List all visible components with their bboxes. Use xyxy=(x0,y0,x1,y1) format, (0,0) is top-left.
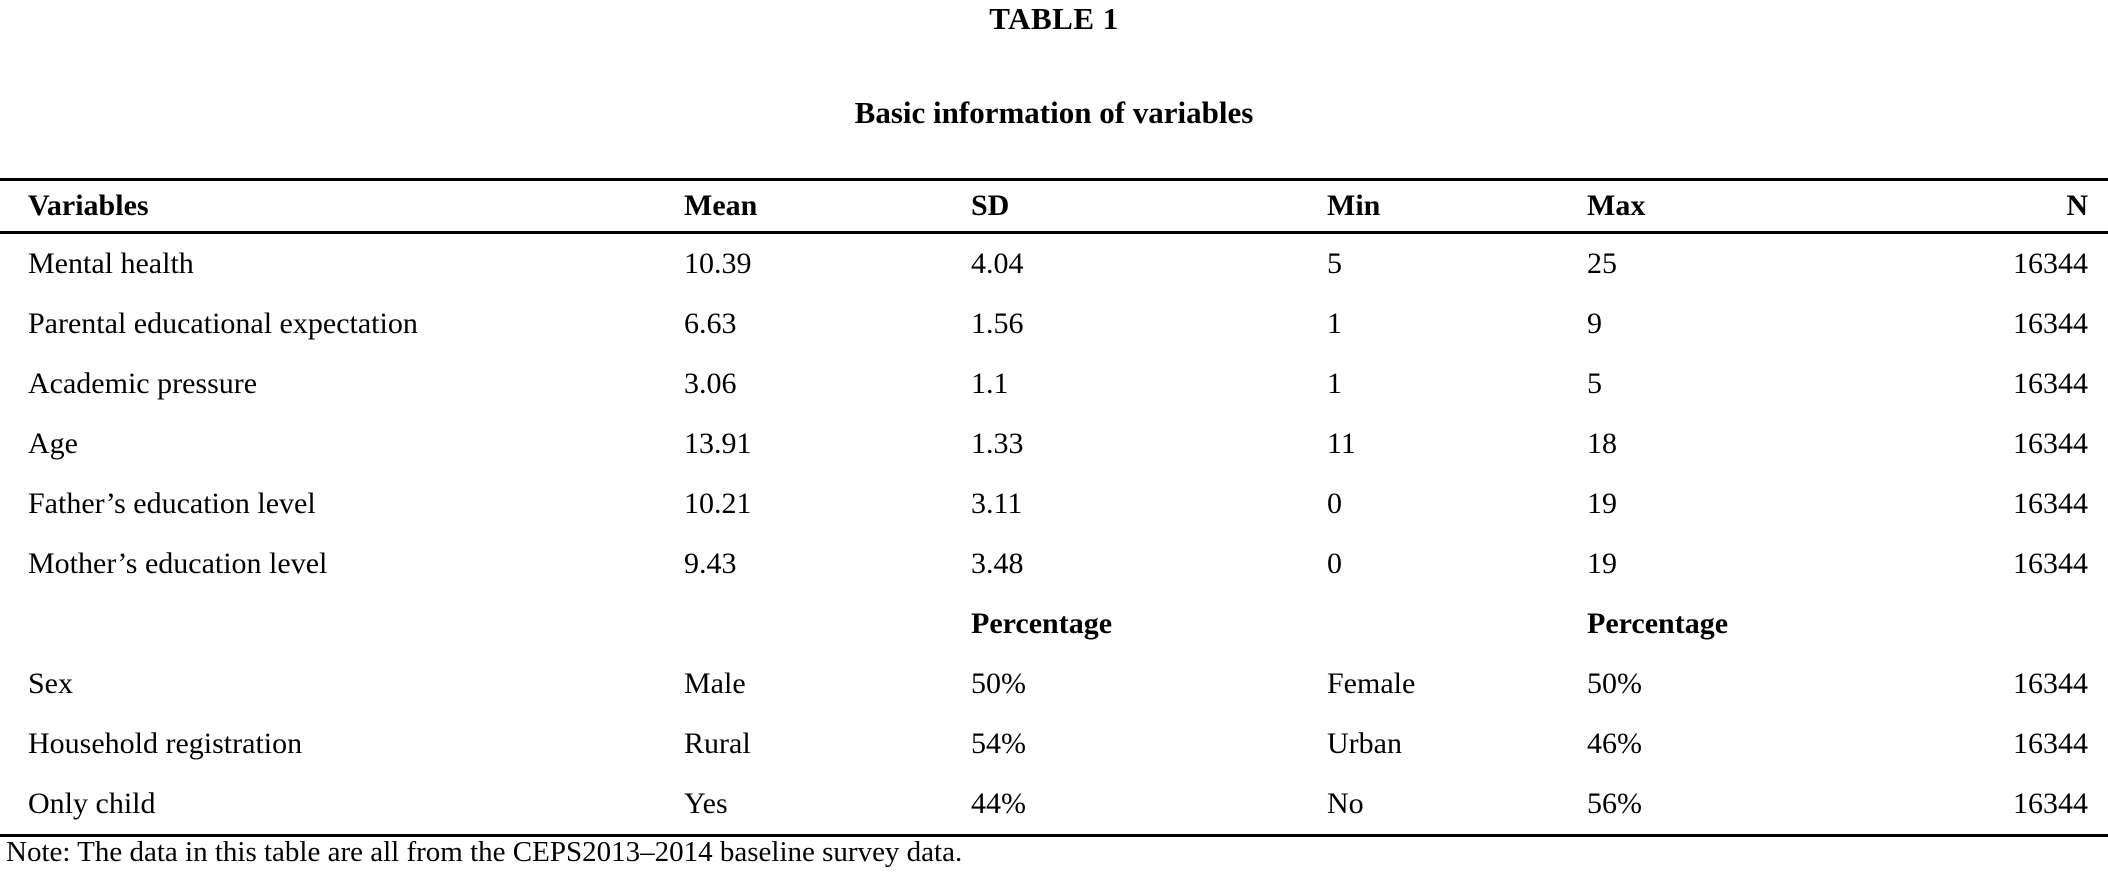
table-cell: Percentage xyxy=(1587,607,1729,640)
table-cell: Urban xyxy=(1327,727,1402,760)
table-cell: Age xyxy=(28,427,78,460)
table-cell: 18 xyxy=(1587,427,1617,460)
table-body: Mental health 10.39 4.04 5 25 16344 Parental e… xyxy=(0,233,2108,836)
header-row: Variables Mean SD Min Max N xyxy=(0,179,2108,234)
table-cell: 5 xyxy=(1587,367,1602,400)
column-header-mean: Mean xyxy=(684,179,971,234)
table-cell: Father’s education level xyxy=(28,487,316,520)
table-cell: Rural xyxy=(684,727,751,760)
table-cell: 10.21 xyxy=(684,487,752,520)
table-cell: 9.43 xyxy=(684,547,737,580)
table-cell: 10.39 xyxy=(684,247,752,280)
table-caption: Basic information of variables xyxy=(854,95,1254,130)
table-cell: 5 xyxy=(1327,247,1342,280)
table-cell: 16344 xyxy=(2013,307,2088,340)
column-header-min: Min xyxy=(1327,179,1587,234)
table-cell: Academic pressure xyxy=(28,367,258,400)
table-cell: 19 xyxy=(1587,487,1617,520)
table-row: Father’s education level 10.21 3.11 0 19 1634… xyxy=(0,474,2108,534)
table-row: Mother’s education level 9.43 3.48 0 19 16344 xyxy=(0,534,2108,594)
table-cell xyxy=(0,594,684,654)
table-cell: 16344 xyxy=(2013,247,2088,280)
table-cell: 19 xyxy=(1587,547,1617,580)
table-cell: Household registration xyxy=(28,727,303,760)
table-cell: 0 xyxy=(1327,487,1342,520)
table-cell: 16344 xyxy=(2013,427,2088,460)
table-cell: Percentage xyxy=(971,607,1113,640)
table-row: Mental health 10.39 4.04 5 25 16344 xyxy=(0,233,2108,295)
table-cell: 16344 xyxy=(2013,547,2088,580)
column-header-n: N xyxy=(1837,179,2108,234)
table-cell: Sex xyxy=(28,667,73,700)
column-header-max: Max xyxy=(1587,179,1837,234)
table-cell: 3.48 xyxy=(971,547,1024,580)
table-cell: 16344 xyxy=(2013,727,2088,760)
table-row: Sex Male 50% Female 50% 16344 xyxy=(0,654,2108,714)
table-cell: Mental health xyxy=(28,247,194,280)
table-cell: 50% xyxy=(1587,667,1642,700)
table-header: Variables Mean SD Min Max N xyxy=(0,179,2108,234)
column-header-variables: Variables xyxy=(0,179,684,234)
table-cell: 1 xyxy=(1327,367,1342,400)
table-cell: 25 xyxy=(1587,247,1617,280)
table-cell: Male xyxy=(684,667,746,700)
table-cell: Parental educational expectation xyxy=(28,307,418,340)
table-row: Academic pressure 3.06 1.1 1 5 16344 xyxy=(0,354,2108,414)
column-header-sd: SD xyxy=(971,179,1327,234)
table-cell: 4.04 xyxy=(971,247,1024,280)
table-note: Note: The data in this table are all fro… xyxy=(6,836,963,868)
table-row: Parental educational expectation 6.63 1.56… xyxy=(0,294,2108,354)
table-cell: 6.63 xyxy=(684,307,737,340)
table-cell: 16344 xyxy=(2013,367,2088,400)
table-cell: Only child xyxy=(28,787,156,820)
table-cell: Yes xyxy=(684,787,728,820)
table-cell xyxy=(684,594,971,654)
table-row: Household registration Rural 54% Urban 46% 16… xyxy=(0,714,2108,774)
table-cell: 56% xyxy=(1587,787,1642,820)
table-cell: 16344 xyxy=(2013,487,2088,520)
table-cell: 16344 xyxy=(2013,667,2088,700)
table-cell: 0 xyxy=(1327,547,1342,580)
table-cell: 16344 xyxy=(2013,787,2088,820)
table-cell: 11 xyxy=(1327,427,1356,460)
table-cell: 1 xyxy=(1327,307,1342,340)
table-cell: No xyxy=(1327,787,1364,820)
table-cell: 9 xyxy=(1587,307,1602,340)
table-cell: 46% xyxy=(1587,727,1642,760)
table-label: TABLE 1 xyxy=(989,1,1119,36)
table-cell: 3.06 xyxy=(684,367,737,400)
table-cell: Mother’s education level xyxy=(28,547,328,580)
table-row: Only child Yes 44% No 56% 16344 xyxy=(0,774,2108,836)
table-row: Age 13.91 1.33 11 18 16344 xyxy=(0,414,2108,474)
table-cell xyxy=(1327,594,1587,654)
table-cell: 1.33 xyxy=(971,427,1024,460)
table-cell: 3.11 xyxy=(971,487,1023,520)
table-cell: 1.1 xyxy=(971,367,1009,400)
table-cell: 54% xyxy=(971,727,1026,760)
table-cell: 44% xyxy=(971,787,1026,820)
table-cell xyxy=(1837,594,2108,654)
table-cell: 13.91 xyxy=(684,427,752,460)
table-row: Percentage Percentage xyxy=(0,594,2108,654)
table-cell: 1.56 xyxy=(971,307,1024,340)
variables-table: Variables Mean SD Min Max N Mental healt… xyxy=(0,178,2108,837)
table-cell: Female xyxy=(1327,667,1416,700)
table-cell: 50% xyxy=(971,667,1026,700)
